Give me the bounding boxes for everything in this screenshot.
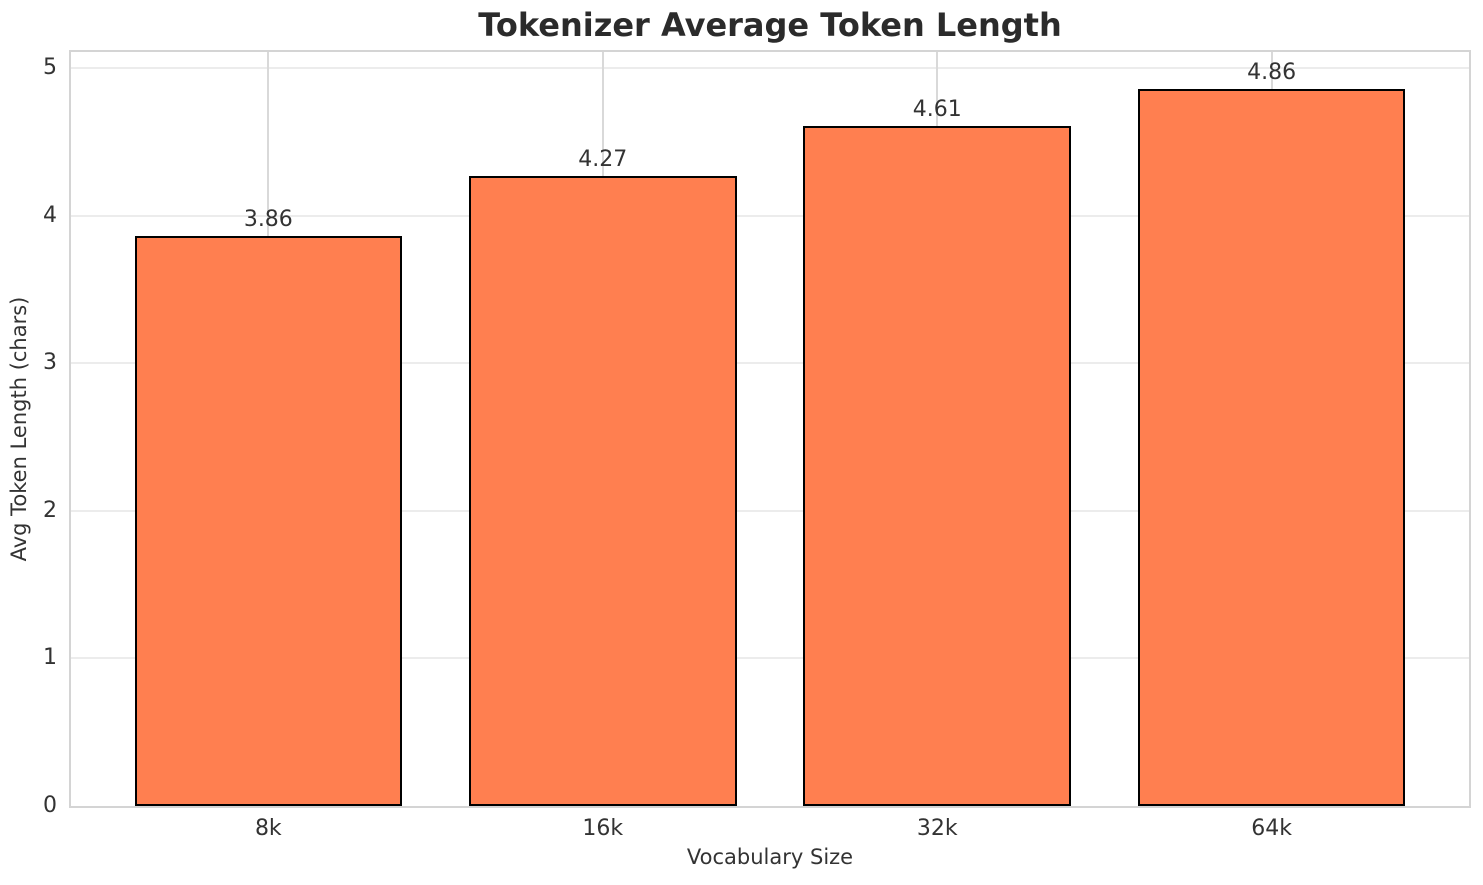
x-axis-label: Vocabulary Size bbox=[686, 845, 854, 869]
y-tick-label: 1 bbox=[43, 645, 57, 671]
bar-value-label: 3.86 bbox=[243, 207, 293, 233]
bar-64k bbox=[1137, 88, 1406, 806]
x-tick-label: 16k bbox=[582, 816, 624, 841]
y-tick-label: 0 bbox=[43, 793, 57, 818]
chart-title: Tokenizer Average Token Length bbox=[478, 6, 1062, 44]
h-gridline bbox=[71, 362, 1469, 365]
y-axis-label: Avg Token Length (chars) bbox=[7, 296, 31, 562]
bar-32k bbox=[803, 125, 1071, 806]
x-tick-label: 32k bbox=[916, 816, 958, 841]
y-tick-label: 3 bbox=[43, 350, 57, 376]
bar-16k bbox=[468, 175, 737, 806]
h-gridline bbox=[71, 67, 1469, 70]
bar-8k bbox=[134, 236, 403, 806]
bar-value-label: 4.86 bbox=[1247, 59, 1297, 85]
h-gridline bbox=[71, 657, 1469, 660]
x-tick-label: 8k bbox=[254, 816, 282, 841]
y-tick-label: 4 bbox=[43, 202, 57, 228]
h-gridline bbox=[71, 214, 1469, 217]
y-tick-label: 2 bbox=[43, 497, 57, 523]
plot-area: 3.86 4.27 4.61 4.86 bbox=[69, 50, 1471, 808]
h-gridline bbox=[71, 509, 1469, 512]
x-tick-label: 64k bbox=[1251, 816, 1293, 841]
y-tick-label: 5 bbox=[43, 55, 57, 81]
bar-value-label: 4.27 bbox=[578, 146, 628, 172]
bar-value-label: 4.61 bbox=[912, 96, 962, 122]
